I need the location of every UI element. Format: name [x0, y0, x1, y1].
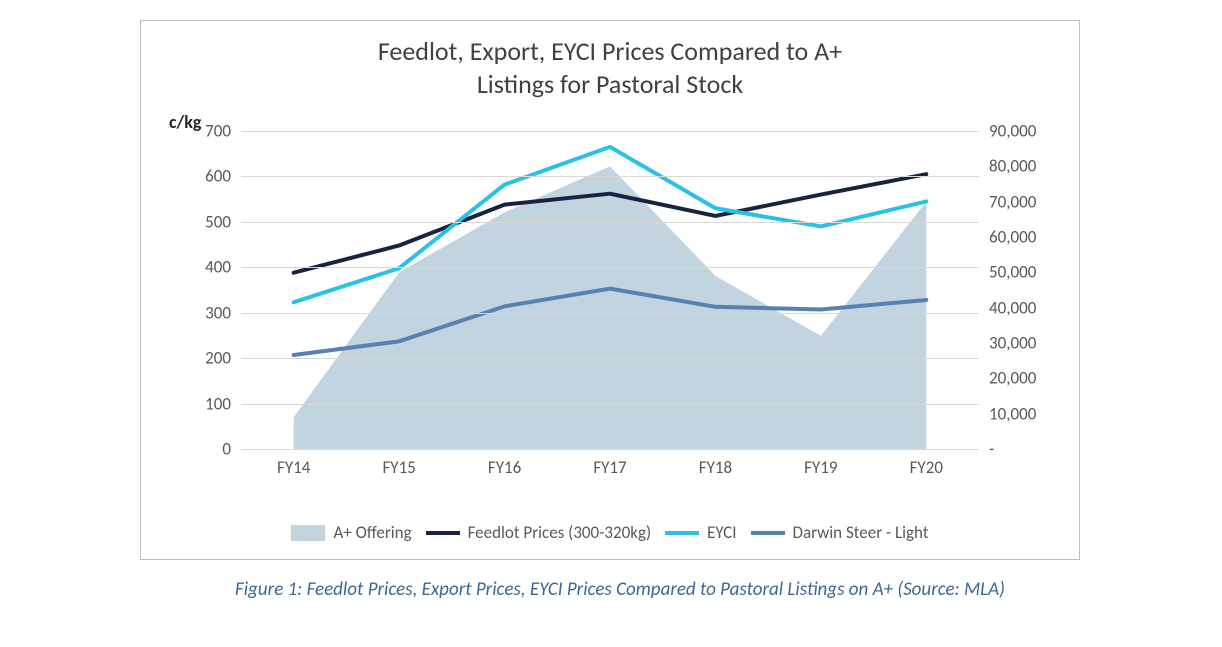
legend-label: Feedlot Prices (300-320kg) — [468, 522, 652, 543]
right-axis-tick-label: 40,000 — [989, 297, 1069, 318]
legend-item-a_plus_offering: A+ Offering — [291, 522, 411, 543]
x-axis-tick-label: FY16 — [488, 457, 521, 478]
chart-title-line2: Listings for Pastoral Stock — [477, 68, 743, 100]
legend-label: Darwin Steer - Light — [793, 522, 929, 543]
legend-item-darwin: Darwin Steer - Light — [751, 522, 929, 543]
left-axis-tick-label: 500 — [151, 211, 231, 232]
gridline — [241, 131, 979, 132]
legend-swatch-line — [426, 531, 460, 535]
left-axis-tick-label: 600 — [151, 166, 231, 187]
legend-item-feedlot: Feedlot Prices (300-320kg) — [426, 522, 652, 543]
x-axis-tick-label: FY15 — [382, 457, 415, 478]
legend-item-eyci: EYCI — [665, 522, 736, 543]
chart-container: Feedlot, Export, EYCI Prices Compared to… — [140, 20, 1080, 560]
x-axis-tick-label: FY14 — [277, 457, 310, 478]
legend-swatch-line — [665, 531, 699, 535]
right-axis-tick-label: - — [989, 439, 1069, 460]
left-axis-tick-label: 200 — [151, 348, 231, 369]
x-axis-tick-label: FY20 — [910, 457, 943, 478]
gridline — [241, 358, 979, 359]
right-axis-tick-label: 20,000 — [989, 368, 1069, 389]
chart-svg — [241, 131, 979, 449]
left-axis-tick-label: 400 — [151, 257, 231, 278]
chart-title-line1: Feedlot, Export, EYCI Prices Compared to… — [378, 35, 842, 67]
legend-swatch-area — [291, 525, 325, 541]
right-axis-tick-label: 60,000 — [989, 227, 1069, 248]
plot-area: 0100200300400500600700-10,00020,00030,00… — [241, 131, 979, 449]
x-axis-tick-label: FY18 — [699, 457, 732, 478]
right-axis-tick-label: 90,000 — [989, 121, 1069, 142]
page: Feedlot, Export, EYCI Prices Compared to… — [0, 0, 1222, 647]
left-axis-tick-label: 300 — [151, 302, 231, 323]
x-axis-tick-label: FY17 — [593, 457, 626, 478]
figure-caption: Figure 1: Feedlot Prices, Export Prices,… — [140, 578, 1100, 601]
legend-label: EYCI — [707, 522, 736, 543]
left-axis-tick-label: 700 — [151, 121, 231, 142]
right-axis-tick-label: 80,000 — [989, 156, 1069, 177]
chart-title: Feedlot, Export, EYCI Prices Compared to… — [141, 35, 1079, 100]
gridline — [241, 222, 979, 223]
legend: A+ Offering Feedlot Prices (300-320kg) EYC… — [201, 522, 1019, 543]
right-axis-tick-label: 70,000 — [989, 191, 1069, 212]
right-axis-tick-label: 30,000 — [989, 333, 1069, 354]
right-axis-tick-label: 10,000 — [989, 403, 1069, 424]
gridline — [241, 404, 979, 405]
left-axis-tick-label: 0 — [151, 439, 231, 460]
right-axis-tick-label: 50,000 — [989, 262, 1069, 283]
gridline — [241, 267, 979, 268]
x-axis-tick-label: FY19 — [804, 457, 837, 478]
left-axis-tick-label: 100 — [151, 393, 231, 414]
legend-label: A+ Offering — [333, 522, 411, 543]
legend-swatch-line — [751, 531, 785, 535]
gridline — [241, 313, 979, 314]
gridline — [241, 449, 979, 450]
gridline — [241, 176, 979, 177]
